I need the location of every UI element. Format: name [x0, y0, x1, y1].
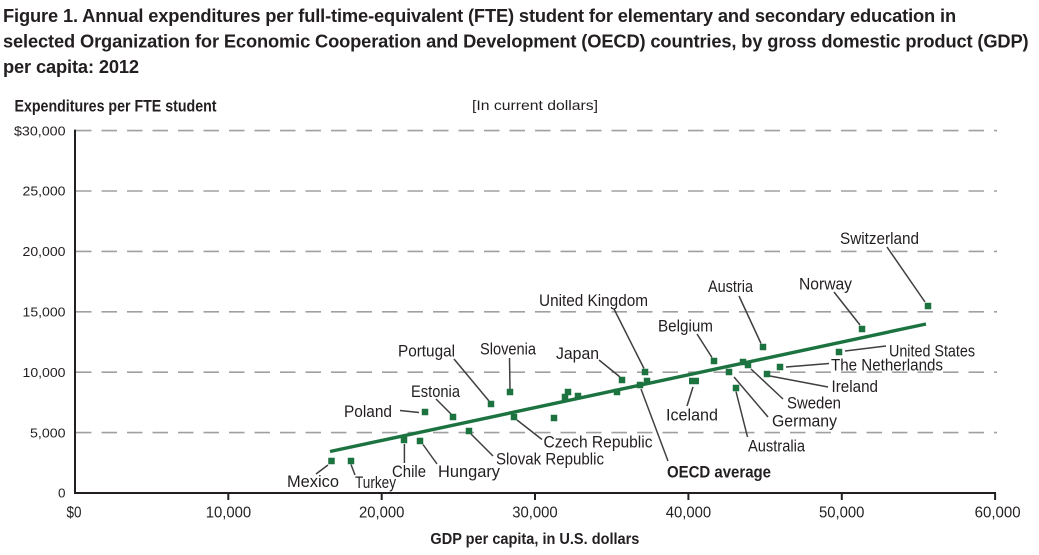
- svg-text:Iceland: Iceland: [666, 405, 718, 424]
- svg-text:Poland: Poland: [344, 402, 392, 421]
- svg-text:Sweden: Sweden: [787, 394, 841, 413]
- svg-text:60,000: 60,000: [975, 505, 1021, 522]
- svg-text:0: 0: [58, 486, 66, 501]
- svg-text:10,000: 10,000: [206, 505, 252, 522]
- svg-text:The Netherlands: The Netherlands: [831, 355, 943, 374]
- svg-text:[In current dollars]: [In current dollars]: [472, 98, 598, 113]
- svg-text:$30,000: $30,000: [14, 123, 66, 138]
- svg-text:Czech Republic: Czech Republic: [544, 432, 653, 451]
- svg-text:Germany: Germany: [772, 412, 838, 431]
- svg-text:Estonia: Estonia: [411, 382, 461, 401]
- svg-text:United Kingdom: United Kingdom: [539, 291, 648, 310]
- svg-text:Mexico: Mexico: [287, 472, 339, 491]
- svg-text:OECD average: OECD average: [667, 463, 771, 482]
- svg-text:25,000: 25,000: [23, 184, 66, 199]
- svg-text:Hungary: Hungary: [438, 462, 501, 481]
- svg-text:5,000: 5,000: [30, 425, 66, 440]
- svg-text:Slovenia: Slovenia: [480, 339, 537, 358]
- svg-text:15,000: 15,000: [23, 305, 66, 320]
- svg-text:Austria: Austria: [708, 277, 754, 296]
- svg-text:10,000: 10,000: [23, 365, 66, 380]
- svg-text:Norway: Norway: [799, 274, 853, 293]
- svg-text:20,000: 20,000: [359, 505, 405, 522]
- svg-text:$0: $0: [67, 505, 82, 522]
- svg-text:Turkey: Turkey: [355, 473, 396, 492]
- svg-text:GDP per capita, in U.S. dollar: GDP per capita, in U.S. dollars: [430, 531, 639, 548]
- svg-text:Figure 1. Annual expenditures: Figure 1. Annual expenditures per full-t…: [3, 5, 956, 26]
- svg-text:Japan: Japan: [556, 344, 599, 363]
- svg-text:Switzerland: Switzerland: [840, 229, 919, 248]
- svg-text:30,000: 30,000: [512, 505, 558, 522]
- svg-text:Portugal: Portugal: [398, 342, 455, 361]
- svg-text:50,000: 50,000: [819, 505, 865, 522]
- svg-text:20,000: 20,000: [23, 244, 66, 259]
- svg-text:40,000: 40,000: [666, 505, 712, 522]
- svg-text:United States: United States: [889, 341, 975, 360]
- svg-text:per capita: 2012: per capita: 2012: [3, 56, 139, 77]
- svg-text:selected Organization for Econ: selected Organization for Economic Coope…: [3, 31, 1029, 52]
- svg-text:Slovak Republic: Slovak Republic: [496, 449, 604, 468]
- svg-text:Belgium: Belgium: [658, 317, 713, 336]
- svg-text:Chile: Chile: [392, 462, 426, 481]
- svg-text:Expenditures per FTE student: Expenditures per FTE student: [15, 96, 217, 115]
- svg-text:Australia: Australia: [748, 437, 806, 456]
- svg-text:Ireland: Ireland: [832, 377, 879, 396]
